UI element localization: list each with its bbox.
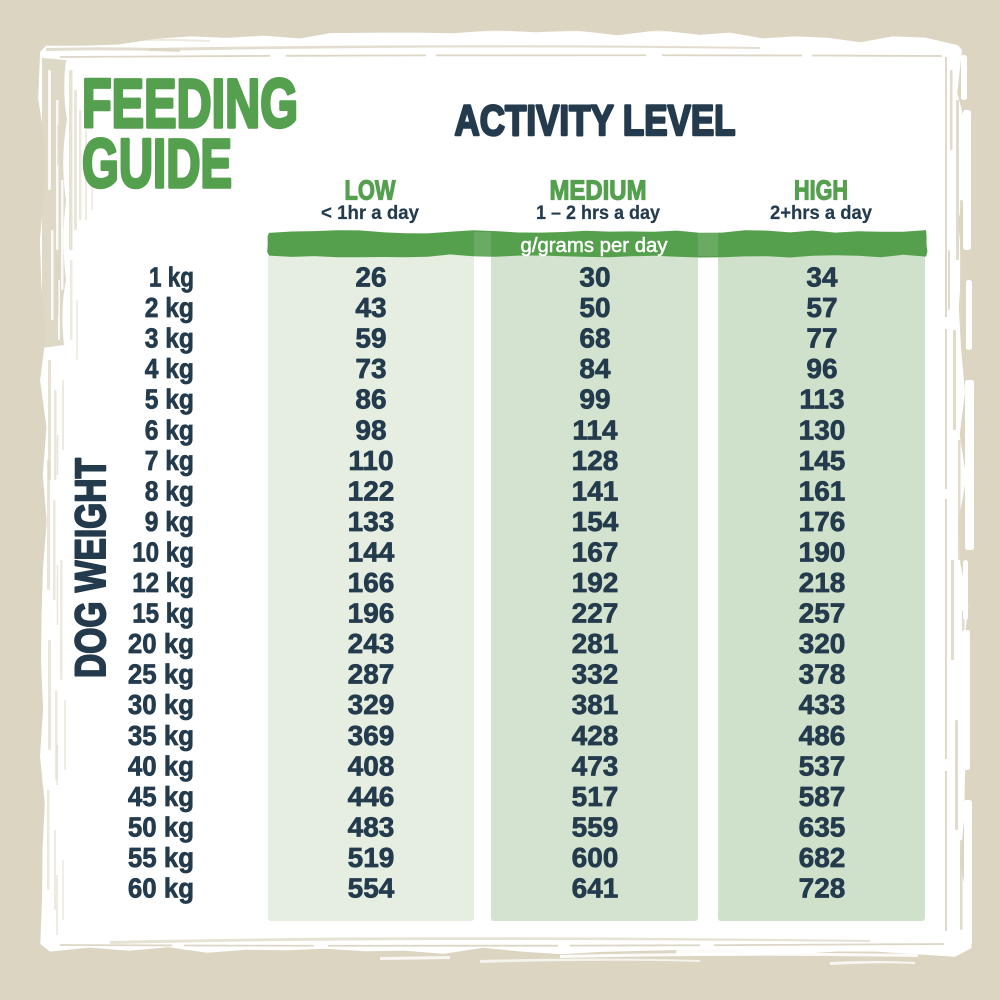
svg-text:43: 43 bbox=[355, 292, 386, 323]
svg-text:77: 77 bbox=[806, 323, 837, 354]
svg-text:g/grams per day: g/grams per day bbox=[521, 235, 668, 257]
svg-text:LOW: LOW bbox=[345, 175, 396, 206]
svg-text:161: 161 bbox=[799, 475, 846, 506]
svg-text:320: 320 bbox=[799, 628, 846, 659]
svg-text:257: 257 bbox=[799, 598, 846, 629]
svg-text:40 kg: 40 kg bbox=[128, 750, 194, 781]
svg-text:DOG WEIGHT: DOG WEIGHT bbox=[67, 458, 115, 678]
svg-text:1 – 2 hrs a day: 1 – 2 hrs a day bbox=[536, 203, 660, 224]
svg-text:45 kg: 45 kg bbox=[128, 781, 194, 812]
svg-text:114: 114 bbox=[572, 414, 618, 445]
svg-text:2 kg: 2 kg bbox=[145, 292, 194, 323]
svg-text:332: 332 bbox=[572, 659, 619, 690]
svg-text:190: 190 bbox=[799, 536, 846, 567]
svg-text:20 kg: 20 kg bbox=[128, 628, 194, 659]
svg-text:86: 86 bbox=[355, 384, 386, 415]
svg-text:1 kg: 1 kg bbox=[149, 262, 194, 293]
svg-text:98: 98 bbox=[355, 414, 386, 445]
svg-text:554: 554 bbox=[348, 873, 395, 904]
svg-text:34: 34 bbox=[806, 262, 838, 293]
svg-text:473: 473 bbox=[572, 750, 619, 781]
svg-text:8 kg: 8 kg bbox=[145, 475, 194, 506]
svg-text:113: 113 bbox=[799, 384, 844, 415]
svg-text:57: 57 bbox=[806, 292, 837, 323]
svg-text:50: 50 bbox=[579, 292, 610, 323]
svg-text:73: 73 bbox=[355, 353, 386, 384]
svg-text:122: 122 bbox=[348, 475, 395, 506]
svg-text:428: 428 bbox=[572, 720, 619, 751]
svg-text:7 kg: 7 kg bbox=[145, 445, 194, 476]
svg-text:559: 559 bbox=[572, 811, 619, 842]
svg-text:141: 141 bbox=[572, 475, 619, 506]
svg-text:10 kg: 10 kg bbox=[132, 536, 194, 567]
svg-text:329: 329 bbox=[348, 689, 395, 720]
svg-text:537: 537 bbox=[799, 750, 846, 781]
svg-text:166: 166 bbox=[348, 567, 395, 598]
svg-text:196: 196 bbox=[348, 598, 395, 629]
svg-text:110: 110 bbox=[348, 445, 393, 476]
svg-text:600: 600 bbox=[572, 842, 619, 873]
svg-text:130: 130 bbox=[799, 414, 846, 445]
svg-text:486: 486 bbox=[799, 720, 846, 751]
svg-text:< 1hr a day: < 1hr a day bbox=[321, 203, 419, 224]
svg-text:12 kg: 12 kg bbox=[132, 567, 194, 598]
svg-text:59: 59 bbox=[355, 323, 386, 354]
svg-text:5 kg: 5 kg bbox=[145, 384, 194, 415]
svg-text:145: 145 bbox=[799, 445, 846, 476]
svg-text:369: 369 bbox=[348, 720, 395, 751]
svg-text:30: 30 bbox=[579, 262, 610, 293]
svg-text:192: 192 bbox=[572, 567, 619, 598]
svg-text:378: 378 bbox=[799, 659, 846, 690]
svg-text:381: 381 bbox=[572, 689, 619, 720]
svg-text:517: 517 bbox=[572, 781, 619, 812]
svg-text:682: 682 bbox=[799, 842, 846, 873]
svg-text:84: 84 bbox=[579, 353, 611, 384]
svg-text:9 kg: 9 kg bbox=[145, 506, 194, 537]
svg-text:641: 641 bbox=[572, 873, 619, 904]
svg-text:50 kg: 50 kg bbox=[128, 811, 194, 842]
svg-text:281: 281 bbox=[572, 628, 619, 659]
svg-text:68: 68 bbox=[579, 323, 610, 354]
svg-text:6 kg: 6 kg bbox=[145, 414, 194, 445]
svg-text:433: 433 bbox=[799, 689, 846, 720]
svg-text:243: 243 bbox=[348, 628, 395, 659]
svg-text:218: 218 bbox=[799, 567, 846, 598]
svg-text:55 kg: 55 kg bbox=[128, 842, 194, 873]
svg-text:128: 128 bbox=[572, 445, 619, 476]
svg-text:4 kg: 4 kg bbox=[145, 353, 194, 384]
svg-text:25 kg: 25 kg bbox=[128, 659, 194, 690]
svg-text:144: 144 bbox=[348, 536, 395, 567]
svg-text:96: 96 bbox=[806, 353, 837, 384]
svg-text:483: 483 bbox=[348, 811, 395, 842]
svg-text:HIGH: HIGH bbox=[794, 175, 848, 206]
svg-text:ACTIVITY LEVEL: ACTIVITY LEVEL bbox=[455, 97, 736, 145]
svg-text:3 kg: 3 kg bbox=[145, 323, 194, 354]
svg-text:635: 635 bbox=[799, 811, 846, 842]
svg-text:2+hrs a day: 2+hrs a day bbox=[770, 203, 872, 224]
svg-text:519: 519 bbox=[348, 842, 395, 873]
svg-text:35 kg: 35 kg bbox=[128, 720, 194, 751]
svg-text:587: 587 bbox=[799, 781, 846, 812]
svg-text:227: 227 bbox=[572, 598, 619, 629]
svg-text:GUIDE: GUIDE bbox=[82, 125, 232, 202]
svg-text:176: 176 bbox=[799, 506, 846, 537]
svg-text:26: 26 bbox=[355, 262, 386, 293]
svg-text:728: 728 bbox=[799, 873, 846, 904]
svg-text:15 kg: 15 kg bbox=[132, 598, 194, 629]
svg-text:408: 408 bbox=[348, 750, 395, 781]
svg-text:30 kg: 30 kg bbox=[128, 689, 194, 720]
svg-text:MEDIUM: MEDIUM bbox=[550, 175, 647, 206]
svg-text:FEEDING: FEEDING bbox=[82, 65, 298, 142]
svg-text:167: 167 bbox=[572, 536, 619, 567]
svg-text:154: 154 bbox=[572, 506, 619, 537]
svg-text:99: 99 bbox=[579, 384, 610, 415]
svg-text:60 kg: 60 kg bbox=[128, 873, 194, 904]
svg-text:287: 287 bbox=[348, 659, 395, 690]
svg-text:446: 446 bbox=[348, 781, 395, 812]
svg-text:133: 133 bbox=[348, 506, 395, 537]
